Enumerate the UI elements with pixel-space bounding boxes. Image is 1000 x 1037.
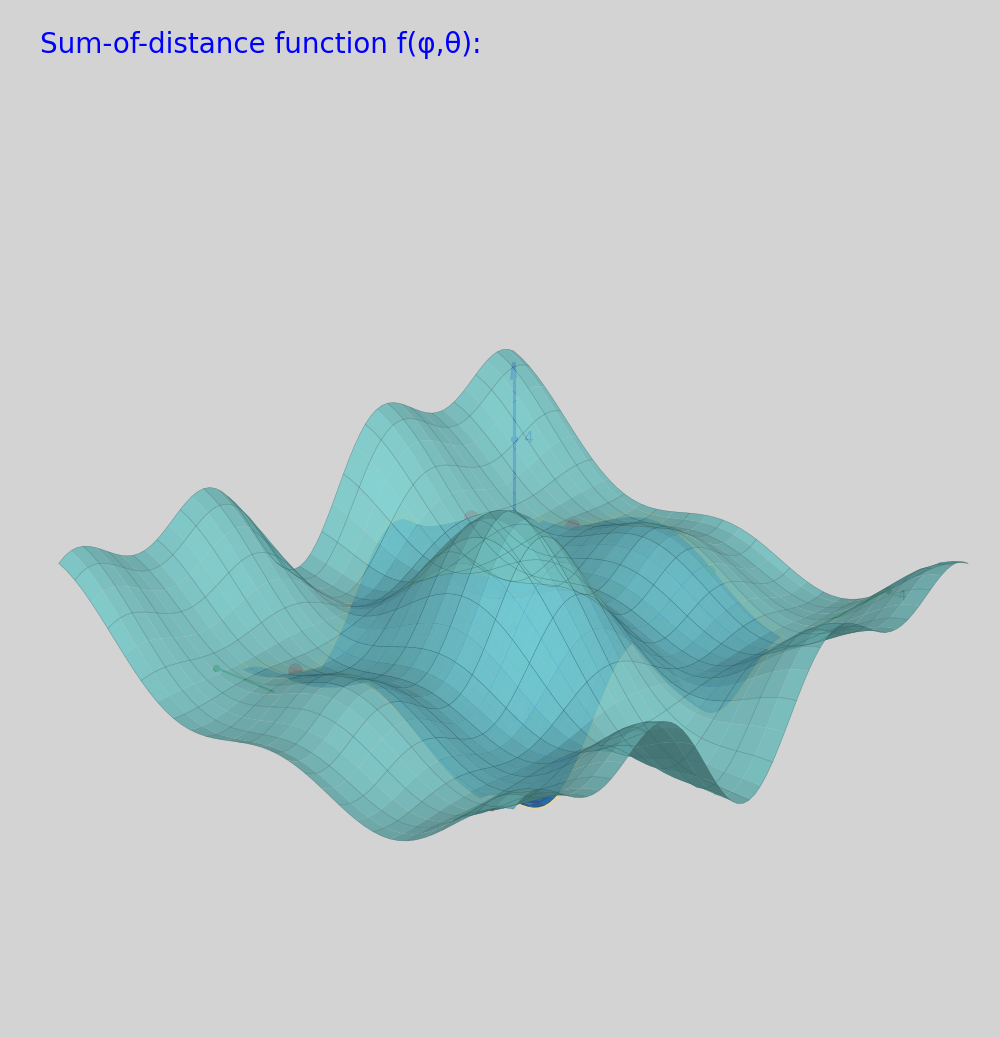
Text: Sum-of-distance function f(φ,θ):: Sum-of-distance function f(φ,θ): — [40, 31, 482, 59]
